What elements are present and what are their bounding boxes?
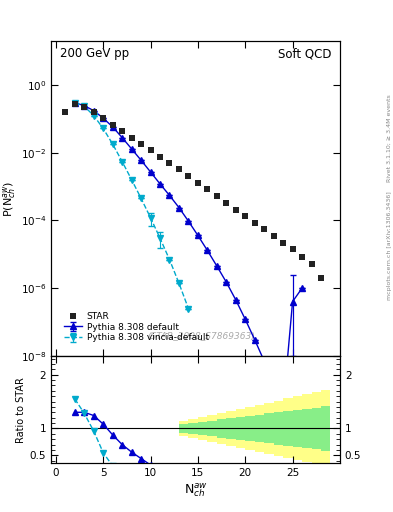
Bar xyxy=(283,411,293,446)
X-axis label: N$_{ch}^{aw}$: N$_{ch}^{aw}$ xyxy=(184,481,208,499)
Legend: STAR, Pythia 8.308 default, Pythia 8.308 vincia-default: STAR, Pythia 8.308 default, Pythia 8.308… xyxy=(61,309,211,345)
Bar xyxy=(179,424,188,433)
STAR xyxy=(196,180,200,186)
Line: STAR: STAR xyxy=(62,100,324,281)
Bar xyxy=(302,409,312,448)
Bar xyxy=(312,392,321,464)
STAR xyxy=(186,173,191,179)
Text: 200 GeV pp: 200 GeV pp xyxy=(60,47,129,60)
Bar xyxy=(293,410,302,447)
Bar xyxy=(217,413,226,444)
STAR xyxy=(309,262,314,268)
Bar xyxy=(321,407,331,451)
Bar xyxy=(208,420,217,436)
STAR xyxy=(281,240,285,246)
STAR xyxy=(176,166,181,173)
Bar xyxy=(236,409,245,448)
Bar xyxy=(283,398,293,458)
STAR xyxy=(319,275,323,281)
STAR xyxy=(224,200,229,206)
STAR xyxy=(233,206,238,212)
Bar xyxy=(293,396,302,460)
STAR xyxy=(148,147,153,153)
Bar xyxy=(274,412,283,444)
STAR xyxy=(215,193,219,199)
STAR xyxy=(243,213,248,219)
STAR xyxy=(139,141,143,147)
Bar xyxy=(312,408,321,450)
Y-axis label: P(N$_{ch}^{aw}$): P(N$_{ch}^{aw}$) xyxy=(1,180,18,217)
Y-axis label: Ratio to STAR: Ratio to STAR xyxy=(16,377,26,442)
Bar xyxy=(226,411,236,446)
STAR xyxy=(120,128,125,134)
STAR xyxy=(158,154,162,160)
STAR xyxy=(72,101,77,107)
STAR xyxy=(101,115,106,121)
Bar xyxy=(245,407,255,450)
STAR xyxy=(300,253,305,260)
Text: Soft QCD: Soft QCD xyxy=(278,47,331,60)
Bar xyxy=(245,416,255,441)
Bar xyxy=(179,421,188,436)
Bar xyxy=(274,400,283,456)
Bar xyxy=(208,415,217,442)
Text: mcplots.cern.ch [arXiv:1306.3436]: mcplots.cern.ch [arXiv:1306.3436] xyxy=(387,191,392,300)
Bar xyxy=(188,419,198,438)
STAR xyxy=(290,246,295,252)
Bar xyxy=(198,417,208,440)
Bar xyxy=(188,423,198,434)
Bar xyxy=(302,394,312,462)
Bar xyxy=(264,402,274,454)
Bar xyxy=(226,418,236,439)
STAR xyxy=(91,110,96,116)
Bar xyxy=(264,413,274,443)
STAR xyxy=(110,121,115,127)
Bar xyxy=(198,422,208,435)
STAR xyxy=(167,160,172,166)
Bar xyxy=(255,415,264,442)
STAR xyxy=(63,109,68,115)
STAR xyxy=(271,233,276,239)
Text: (STAR_2008_S7869363): (STAR_2008_S7869363) xyxy=(147,331,255,340)
STAR xyxy=(205,186,210,193)
Bar xyxy=(236,417,245,440)
STAR xyxy=(129,135,134,141)
STAR xyxy=(82,104,86,111)
STAR xyxy=(262,226,266,232)
Bar xyxy=(217,419,226,437)
Text: Rivet 3.1.10; ≥ 3.4M events: Rivet 3.1.10; ≥ 3.4M events xyxy=(387,94,392,182)
Bar xyxy=(321,390,331,466)
Bar xyxy=(255,404,264,452)
STAR xyxy=(252,220,257,226)
